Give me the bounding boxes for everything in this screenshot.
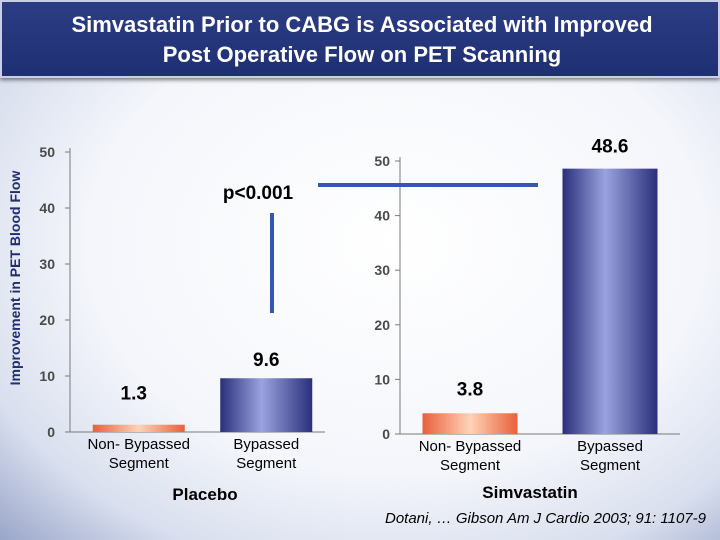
title-bar: Simvastatin Prior to CABG is Associated … xyxy=(0,0,720,78)
group-label: Simvastatin xyxy=(482,483,577,502)
y-tick-label: 50 xyxy=(39,144,55,160)
y-tick-label: 50 xyxy=(374,153,390,169)
x-tick-label: Bypassed xyxy=(577,438,643,455)
y-tick-label: 20 xyxy=(39,312,55,328)
data-label: 48.6 xyxy=(592,137,629,158)
slide-title-line-2: Post Operative Flow on PET Scanning xyxy=(162,42,562,67)
data-label: 9.6 xyxy=(253,350,279,371)
y-tick-label: 10 xyxy=(39,368,55,384)
data-label: 3.8 xyxy=(457,379,483,400)
y-axis-label: Improvement in PET Blood Flow xyxy=(7,171,23,386)
y-tick-label: 0 xyxy=(47,424,55,440)
group-label: Placebo xyxy=(172,485,237,504)
slide-title-line-1: Simvastatin Prior to CABG is Associated … xyxy=(71,12,653,37)
x-tick-label: Segment xyxy=(580,457,641,474)
p-value-annotation: p<0.001 xyxy=(223,183,294,204)
x-tick-label: Segment xyxy=(236,455,297,472)
y-tick-label: 10 xyxy=(374,371,390,387)
y-tick-label: 30 xyxy=(374,262,390,278)
x-tick-label: Non- Bypassed xyxy=(87,436,190,453)
citation: Dotani, … Gibson Am J Cardio 2003; 91: 1… xyxy=(384,510,706,527)
bar-non-bypassed-simvastatin xyxy=(422,413,518,434)
bar-bypassed-simvastatin xyxy=(562,168,658,435)
y-tick-label: 30 xyxy=(39,256,55,272)
x-tick-label: Non- Bypassed xyxy=(419,438,522,455)
x-tick-label: Segment xyxy=(440,457,501,474)
y-tick-label: 40 xyxy=(374,208,390,224)
y-tick-label: 0 xyxy=(382,426,390,442)
bar-non-bypassed-placebo xyxy=(92,424,185,432)
data-label: 1.3 xyxy=(121,384,147,405)
y-tick-label: 20 xyxy=(374,317,390,333)
y-tick-label: 40 xyxy=(39,200,55,216)
x-tick-label: Segment xyxy=(109,455,170,472)
bar-bypassed-placebo xyxy=(220,378,313,432)
x-tick-label: Bypassed xyxy=(233,436,299,453)
